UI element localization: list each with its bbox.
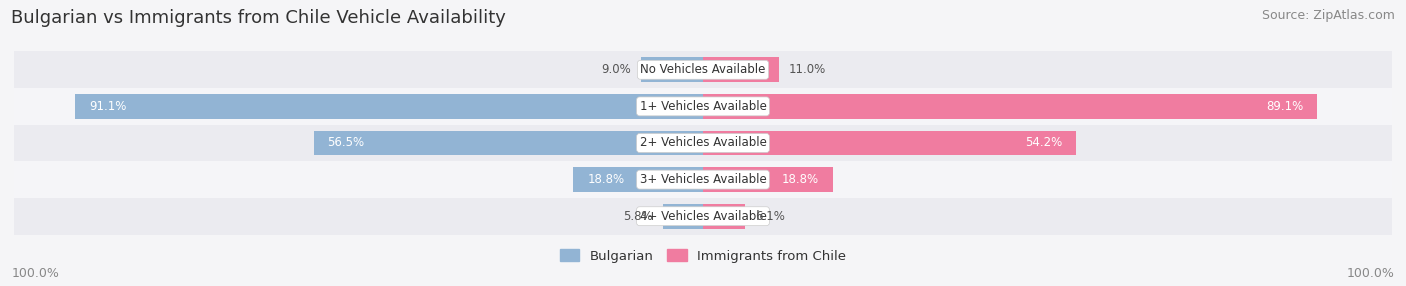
Bar (703, 57, 779, 82)
Text: 54.2%: 54.2% (1025, 136, 1063, 150)
Text: 89.1%: 89.1% (1265, 100, 1303, 113)
Text: 3+ Vehicles Available: 3+ Vehicles Available (640, 173, 766, 186)
Text: 5.8%: 5.8% (623, 210, 652, 223)
Text: 100.0%: 100.0% (11, 267, 59, 280)
Bar (14, 51, 1392, 88)
Bar (641, 57, 703, 82)
Bar (76, 94, 703, 119)
Text: 18.8%: 18.8% (588, 173, 624, 186)
Bar (664, 204, 703, 229)
Bar (14, 88, 1392, 125)
Bar (314, 130, 703, 156)
Text: 4+ Vehicles Available: 4+ Vehicles Available (640, 210, 766, 223)
Legend: Bulgarian, Immigrants from Chile: Bulgarian, Immigrants from Chile (554, 244, 852, 268)
Bar (574, 167, 703, 192)
Text: Source: ZipAtlas.com: Source: ZipAtlas.com (1261, 9, 1395, 21)
Bar (14, 198, 1392, 235)
Bar (703, 94, 1317, 119)
Text: 1+ Vehicles Available: 1+ Vehicles Available (640, 100, 766, 113)
Text: 9.0%: 9.0% (600, 63, 631, 76)
Text: 6.1%: 6.1% (755, 210, 785, 223)
Text: 11.0%: 11.0% (789, 63, 827, 76)
Bar (703, 130, 1077, 156)
Bar (703, 204, 745, 229)
Text: 100.0%: 100.0% (1347, 267, 1395, 280)
Text: Bulgarian vs Immigrants from Chile Vehicle Availability: Bulgarian vs Immigrants from Chile Vehic… (11, 9, 506, 27)
Bar (14, 125, 1392, 161)
Bar (14, 161, 1392, 198)
Text: 18.8%: 18.8% (782, 173, 818, 186)
Text: 2+ Vehicles Available: 2+ Vehicles Available (640, 136, 766, 150)
Text: No Vehicles Available: No Vehicles Available (640, 63, 766, 76)
Text: 91.1%: 91.1% (89, 100, 127, 113)
Bar (703, 167, 832, 192)
Text: 56.5%: 56.5% (328, 136, 364, 150)
